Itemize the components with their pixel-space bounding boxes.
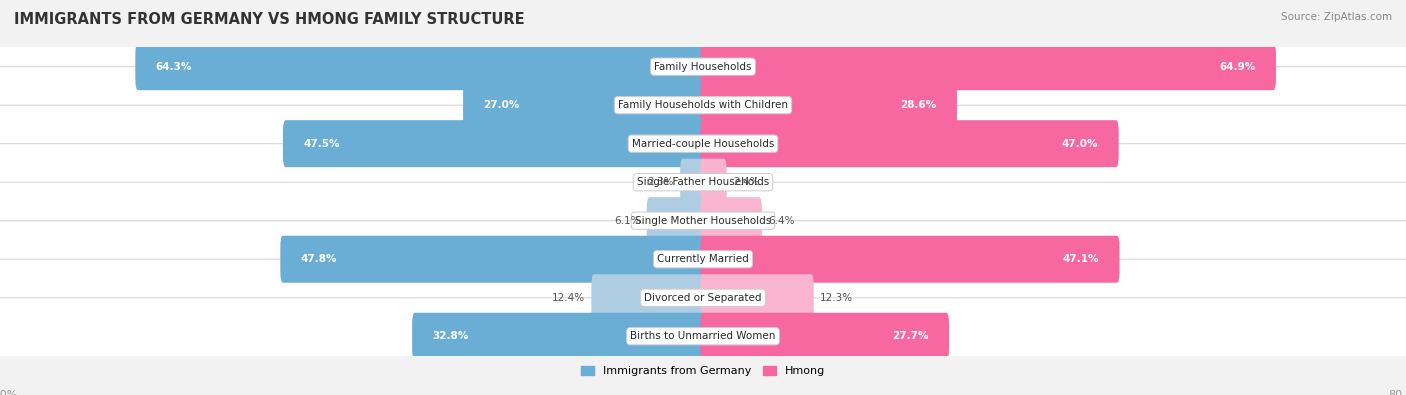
FancyBboxPatch shape	[0, 259, 1406, 336]
Text: 2.4%: 2.4%	[733, 177, 759, 187]
Text: Married-couple Households: Married-couple Households	[631, 139, 775, 149]
Text: 2.3%: 2.3%	[648, 177, 673, 187]
Text: Family Households: Family Households	[654, 62, 752, 71]
FancyBboxPatch shape	[463, 82, 706, 129]
Text: 47.1%: 47.1%	[1063, 254, 1099, 264]
Text: 27.7%: 27.7%	[893, 331, 929, 341]
Text: 12.4%: 12.4%	[553, 293, 585, 303]
Text: 27.0%: 27.0%	[484, 100, 520, 110]
Text: Currently Married: Currently Married	[657, 254, 749, 264]
FancyBboxPatch shape	[283, 120, 706, 167]
Text: 6.4%: 6.4%	[768, 216, 794, 226]
Text: 6.1%: 6.1%	[614, 216, 641, 226]
FancyBboxPatch shape	[700, 197, 762, 244]
Text: 47.5%: 47.5%	[304, 139, 340, 149]
FancyBboxPatch shape	[0, 144, 1406, 221]
FancyBboxPatch shape	[592, 274, 706, 321]
Text: 47.8%: 47.8%	[301, 254, 337, 264]
FancyBboxPatch shape	[700, 236, 1119, 283]
Text: 64.3%: 64.3%	[156, 62, 191, 71]
Text: 64.9%: 64.9%	[1219, 62, 1256, 71]
Text: Single Mother Households: Single Mother Households	[636, 216, 770, 226]
FancyBboxPatch shape	[700, 43, 1277, 90]
FancyBboxPatch shape	[135, 43, 706, 90]
Text: Source: ZipAtlas.com: Source: ZipAtlas.com	[1281, 12, 1392, 22]
FancyBboxPatch shape	[700, 274, 814, 321]
Text: Divorced or Separated: Divorced or Separated	[644, 293, 762, 303]
Text: 12.3%: 12.3%	[820, 293, 853, 303]
FancyBboxPatch shape	[0, 28, 1406, 105]
FancyBboxPatch shape	[280, 236, 706, 283]
FancyBboxPatch shape	[647, 197, 706, 244]
FancyBboxPatch shape	[700, 82, 957, 129]
Text: 28.6%: 28.6%	[900, 100, 936, 110]
FancyBboxPatch shape	[700, 120, 1119, 167]
FancyBboxPatch shape	[0, 67, 1406, 144]
FancyBboxPatch shape	[700, 313, 949, 360]
FancyBboxPatch shape	[700, 159, 727, 206]
Text: Single Father Households: Single Father Households	[637, 177, 769, 187]
Text: IMMIGRANTS FROM GERMANY VS HMONG FAMILY STRUCTURE: IMMIGRANTS FROM GERMANY VS HMONG FAMILY …	[14, 12, 524, 27]
Legend: Immigrants from Germany, Hmong: Immigrants from Germany, Hmong	[576, 361, 830, 380]
Text: 32.8%: 32.8%	[433, 331, 468, 341]
FancyBboxPatch shape	[0, 182, 1406, 259]
Text: 47.0%: 47.0%	[1062, 139, 1098, 149]
FancyBboxPatch shape	[681, 159, 706, 206]
FancyBboxPatch shape	[0, 221, 1406, 298]
FancyBboxPatch shape	[0, 298, 1406, 375]
FancyBboxPatch shape	[0, 105, 1406, 182]
FancyBboxPatch shape	[412, 313, 706, 360]
Text: Family Households with Children: Family Households with Children	[619, 100, 787, 110]
Text: Births to Unmarried Women: Births to Unmarried Women	[630, 331, 776, 341]
